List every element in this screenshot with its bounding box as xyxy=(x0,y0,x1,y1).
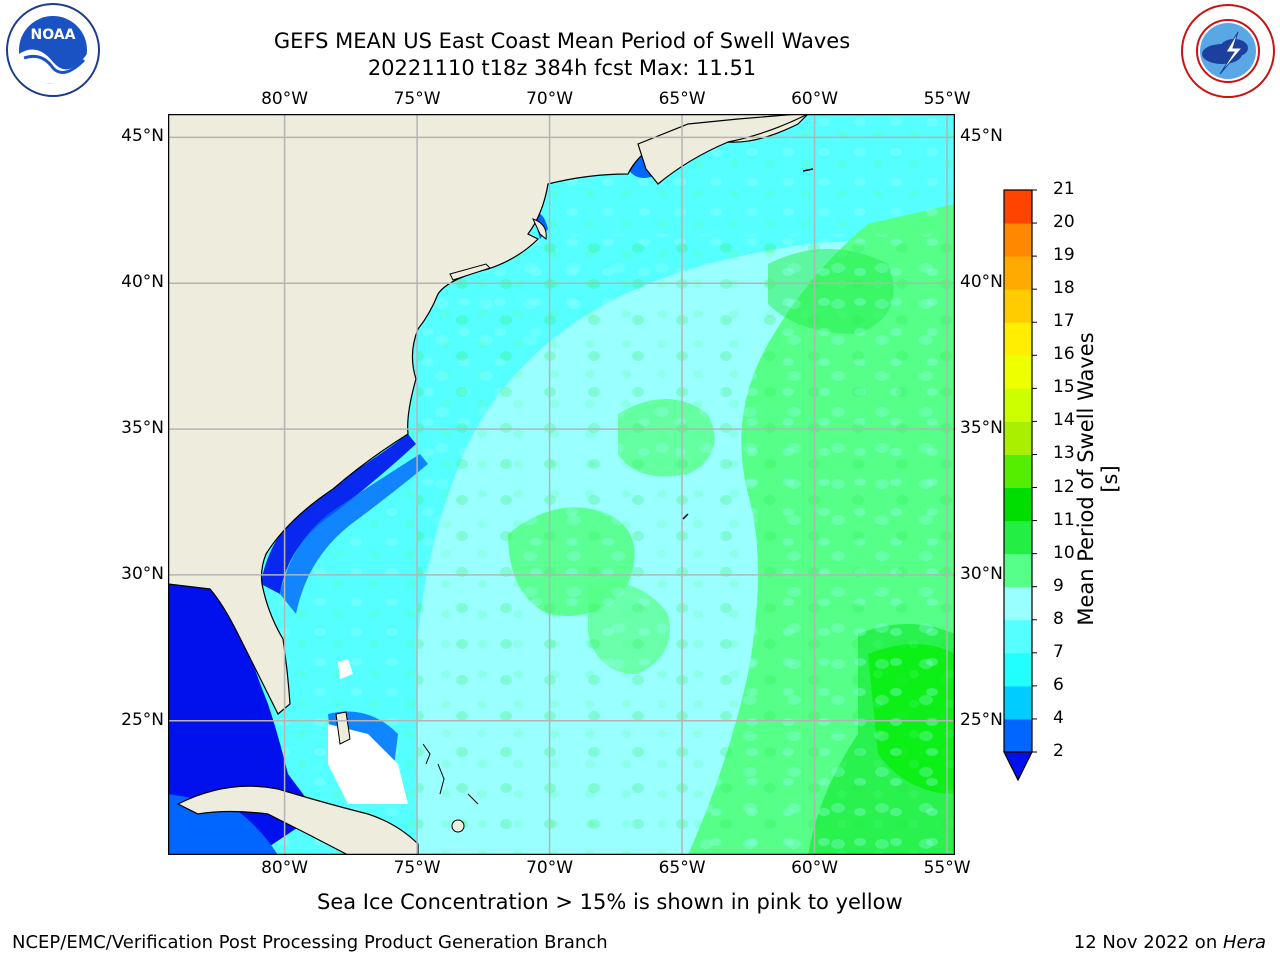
colorbar-segment xyxy=(1004,685,1032,720)
lon-label-top: 80°W xyxy=(261,89,309,109)
map-plot xyxy=(168,114,955,855)
colorbar-label: 11 xyxy=(1053,509,1075,530)
colorbar-label: 21 xyxy=(1053,179,1075,199)
lon-label-bottom: 75°W xyxy=(393,858,441,878)
lon-label-bottom: 65°W xyxy=(658,858,706,878)
colorbar-segment xyxy=(1004,421,1032,455)
colorbar-label: 10 xyxy=(1053,542,1075,563)
colorbar-label: 4 xyxy=(1053,707,1064,728)
land-north-america xyxy=(168,114,809,715)
lat-label-left: 35°N xyxy=(121,418,164,439)
lat-label-left: 45°N xyxy=(121,126,164,147)
colorbar-label: 7 xyxy=(1053,641,1064,662)
colorbar-segment xyxy=(1004,388,1032,422)
colorbar-segment xyxy=(1004,289,1032,323)
colorbar-segment xyxy=(1004,487,1032,522)
colorbar-label: 17 xyxy=(1053,311,1075,332)
sea-ice-caption: Sea Ice Concentration > 15% is shown in … xyxy=(317,890,903,914)
lon-label-bottom: 70°W xyxy=(526,858,574,878)
colorbar-label: 16 xyxy=(1053,344,1075,365)
colorbar-segment xyxy=(1004,223,1032,257)
map-title: GEFS MEAN US East Coast Mean Period of S… xyxy=(273,29,851,53)
colorbar-label: 2 xyxy=(1053,741,1064,761)
lat-label-left: 25°N xyxy=(121,709,164,730)
noaa-logo-text: NOAA xyxy=(31,27,76,43)
colorbar-label: 20 xyxy=(1053,212,1075,233)
nws-logo xyxy=(1181,4,1275,98)
colorbar-segment xyxy=(1004,454,1032,489)
lon-label-top: 55°W xyxy=(923,89,971,109)
colorbar-title: Mean Period of Swell Waves [s] xyxy=(1074,332,1122,626)
footer-host: Hera xyxy=(1222,932,1266,953)
colorbar-label: 18 xyxy=(1053,278,1075,299)
footer-date: 12 Nov 2022 on Hera xyxy=(1074,932,1266,953)
colorbar-segment xyxy=(1004,256,1032,290)
lon-label-top: 60°W xyxy=(791,89,839,109)
colorbar-segment xyxy=(1004,520,1032,555)
colorbar-label: 14 xyxy=(1053,410,1075,431)
colorbar-segment xyxy=(1004,190,1032,224)
lat-label-left: 40°N xyxy=(121,272,164,293)
map-subtitle: 20221110 t18z 384h fcst Max: 11.51 xyxy=(367,56,757,80)
colorbar-label: 8 xyxy=(1053,608,1064,629)
colorbar-label: 12 xyxy=(1053,476,1075,497)
lon-label-top: 70°W xyxy=(526,89,574,109)
colorbar-under-arrow xyxy=(1003,751,1033,782)
lon-label-bottom: 55°W xyxy=(923,858,971,878)
lon-label-top: 75°W xyxy=(393,89,441,109)
map-frame xyxy=(168,114,955,855)
bahamas-shallow-mask xyxy=(328,724,408,804)
lat-label-right: 30°N xyxy=(960,563,1003,584)
colorbar-segment xyxy=(1004,355,1032,389)
land-cuba xyxy=(176,785,419,855)
graticule xyxy=(168,114,955,855)
colorbar-label: 15 xyxy=(1053,377,1075,398)
lat-label-right: 40°N xyxy=(960,272,1003,293)
colorbar xyxy=(1003,189,1037,782)
colorbar-frame xyxy=(1003,189,1033,753)
footer-date-text: 12 Nov 2022 on xyxy=(1073,932,1223,953)
colorbar-label: 6 xyxy=(1053,674,1064,695)
colorbar-label: 19 xyxy=(1053,245,1075,266)
colorbar-segment xyxy=(1004,619,1032,654)
colorbar-segment xyxy=(1004,652,1032,687)
colorbar-segment xyxy=(1004,586,1032,621)
noaa-logo: NOAA xyxy=(6,3,100,97)
lon-label-bottom: 80°W xyxy=(261,858,309,878)
gulf-low-period xyxy=(168,584,318,855)
lat-label-left: 30°N xyxy=(121,563,164,584)
colorbar-segment xyxy=(1004,553,1032,588)
footer-branch: NCEP/EMC/Verification Post Processing Pr… xyxy=(12,932,608,953)
colorbar-label: 13 xyxy=(1053,443,1075,464)
lat-label-right: 45°N xyxy=(960,126,1003,147)
lat-label-right: 25°N xyxy=(960,709,1003,730)
lon-label-top: 65°W xyxy=(658,89,706,109)
colorbar-segment xyxy=(1004,718,1032,753)
colorbar-segment xyxy=(1004,322,1032,356)
lon-label-bottom: 60°W xyxy=(791,858,839,878)
colorbar-label: 9 xyxy=(1053,575,1064,596)
lat-label-right: 35°N xyxy=(960,418,1003,439)
